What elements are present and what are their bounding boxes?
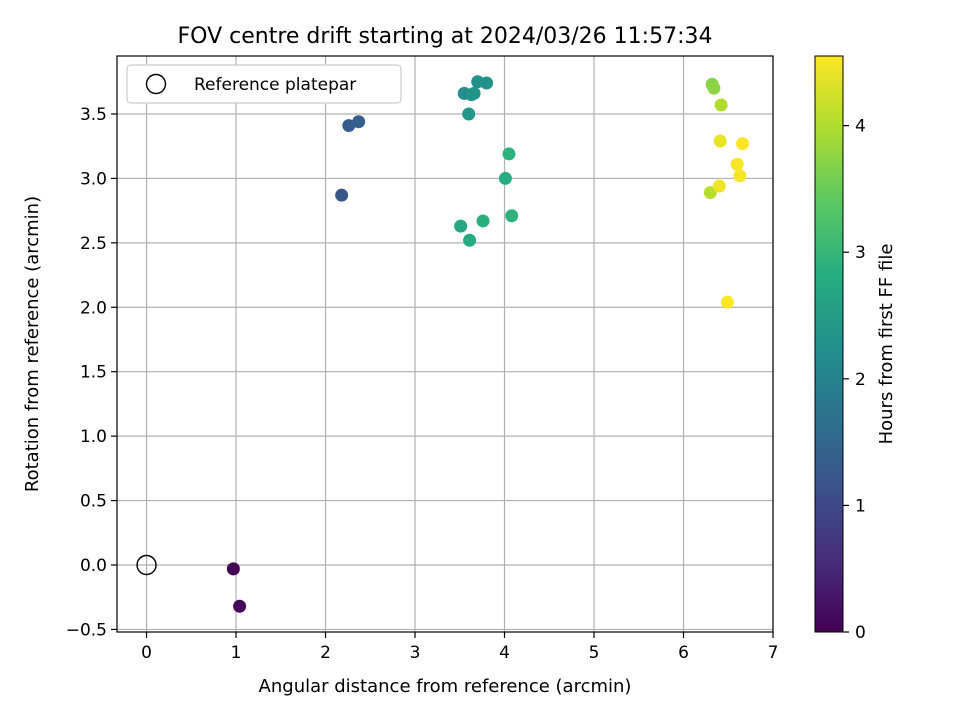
scatter-point [720,295,734,309]
scatter-point [233,599,247,613]
scatter-point [342,119,356,133]
legend: Reference platepar [126,64,402,104]
scatter-point [454,219,468,233]
y-tick-label: 1.5 [80,363,107,383]
colorbar-gradient [814,55,844,633]
scatter-point [733,169,747,183]
y-tick-label: 3.0 [80,169,107,189]
x-tick-label: 6 [678,643,689,663]
colorbar-tick-label: 1 [855,496,866,516]
scatter-point [707,81,721,95]
scatter-point [736,137,750,151]
scatter-point [498,171,512,185]
x-axis-ticks: 0 1 2 3 4 5 6 7 [141,632,778,663]
y-tick-label: 2.5 [80,234,107,254]
y-axis-label: Rotation from reference (arcmin) [22,196,43,492]
scatter-point [730,157,744,171]
colorbar-tick-label: 3 [855,243,866,263]
y-tick-label: 3.5 [80,105,107,125]
colorbar: 0 1 2 3 4 Hours from first FF file [814,55,897,643]
scatter-point [352,115,366,129]
scatter-point [703,186,717,200]
y-tick-label: 1.0 [80,427,107,447]
scatter-point [502,147,516,161]
scatter-point [714,98,728,112]
scatter-point [335,188,349,202]
scatter-point [476,214,490,228]
colorbar-ticks: 0 1 2 3 4 [843,117,866,643]
plot-frame [116,55,774,633]
x-tick-label: 4 [499,643,510,663]
scatter-point [462,107,476,121]
x-tick-label: 3 [410,643,421,663]
x-tick-label: 5 [589,643,600,663]
x-tick-label: 1 [231,643,242,663]
legend-box [126,64,402,104]
y-tick-label: 0.0 [80,556,107,576]
scatter-point [226,562,240,576]
legend-entry-reference: Reference platepar [194,75,356,95]
x-axis-label: Angular distance from reference (arcmin) [259,676,632,697]
y-tick-label: 2.0 [80,298,107,318]
scatter-point [712,179,726,193]
y-tick-label: 0.5 [80,492,107,512]
x-tick-label: 0 [141,643,152,663]
scatter-point [480,76,494,90]
y-axis-ticks: −0.5 0.0 0.5 1.0 1.5 2.0 2.5 3.0 3.5 [66,105,117,640]
y-tick-label: −0.5 [66,620,107,640]
colorbar-tick-label: 0 [855,623,866,643]
scatter-point [467,86,481,100]
legend-reference-marker [145,73,167,95]
scatter-points [136,75,750,613]
reference-platepar-marker [136,554,157,576]
colorbar-tick-label: 4 [855,117,866,137]
colorbar-label: Hours from first FF file [876,244,897,445]
scatter-point [713,134,727,148]
scatter-point [463,233,477,247]
chart-title: FOV centre drift starting at 2024/03/26 … [178,24,713,49]
scatter-point [505,209,519,223]
x-tick-label: 7 [768,643,779,663]
colorbar-tick-label: 2 [855,370,866,390]
x-tick-label: 2 [320,643,331,663]
grid-lines [117,56,774,632]
